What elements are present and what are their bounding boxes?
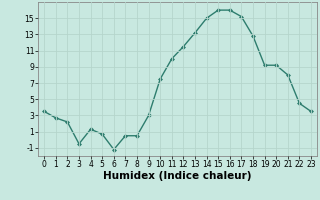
- X-axis label: Humidex (Indice chaleur): Humidex (Indice chaleur): [103, 171, 252, 181]
